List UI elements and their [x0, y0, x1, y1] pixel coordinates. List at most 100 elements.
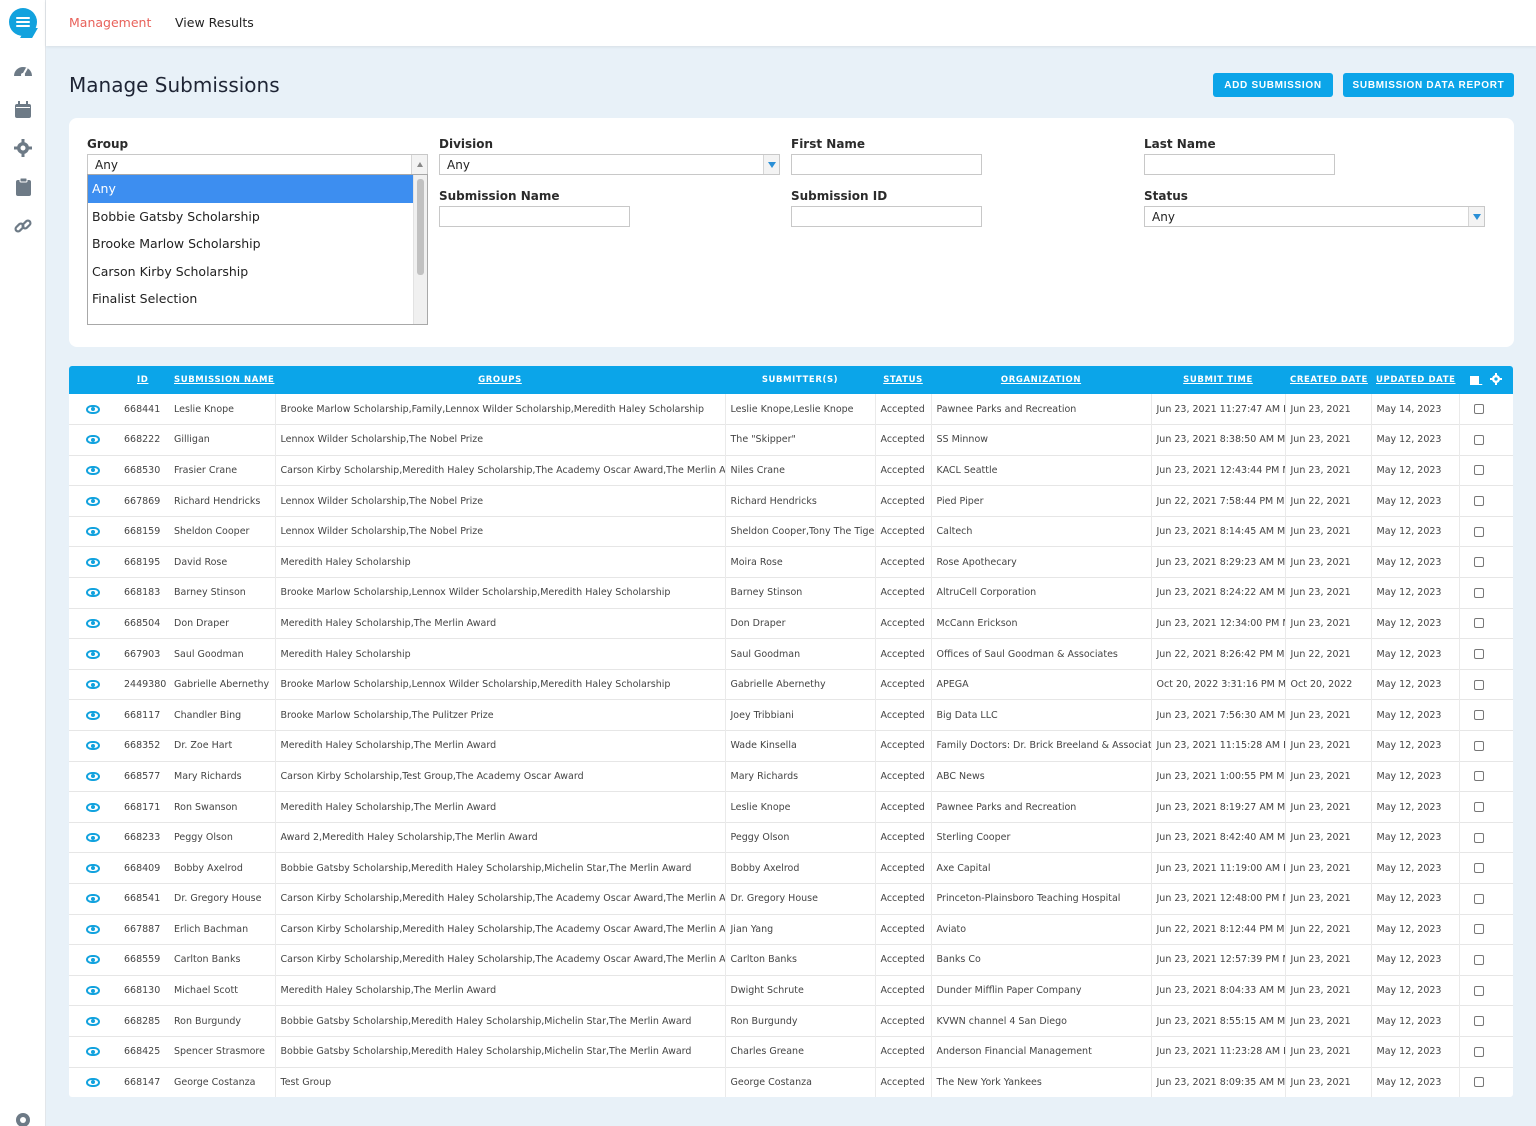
column-header-id[interactable]: ID [137, 375, 149, 385]
table-row[interactable]: 667869 Richard Hendricks Lennox Wilder Sch… [69, 485, 1513, 517]
table-row[interactable]: 2449380 Gabrielle Abernethy Brooke Marlow … [69, 669, 1513, 700]
group-dropdown-list[interactable]: Any Bobbie Gatsby Scholarship Brooke Mar… [87, 174, 428, 325]
table-row[interactable]: 668130 Michael Scott Meredith Haley Schola… [69, 975, 1513, 1006]
row-checkbox[interactable] [1473, 771, 1484, 782]
scrollbar-thumb[interactable] [417, 179, 424, 275]
status-select[interactable]: Any [1144, 206, 1485, 227]
dropdown-option[interactable]: Finalist Selection [92, 291, 198, 306]
table-row[interactable]: 668559 Carlton Banks Carson Kirby Scholars… [69, 944, 1513, 976]
last-name-field[interactable] [1144, 154, 1335, 175]
row-checkbox[interactable] [1473, 1077, 1484, 1088]
eye-icon[interactable] [86, 924, 100, 934]
column-header-status[interactable]: STATUS [883, 375, 923, 385]
dropdown-option[interactable]: Brooke Marlow Scholarship [92, 236, 261, 251]
gear-icon[interactable] [13, 138, 33, 158]
column-header-groups[interactable]: GROUPS [478, 375, 522, 385]
dropdown-option[interactable]: Carson Kirby Scholarship [92, 263, 249, 279]
table-row[interactable]: 667887 Erlich Bachman Carson Kirby Scholar… [69, 914, 1513, 945]
table-row[interactable]: 668504 Don Draper Meredith Haley Scholarsh… [69, 608, 1513, 639]
row-checkbox[interactable] [1473, 679, 1484, 690]
tab-management[interactable]: Management [69, 15, 152, 30]
table-row[interactable]: 668147 George Costanza Test Group George Co… [69, 1067, 1513, 1097]
table-row[interactable]: 668577 Mary Richards Carson Kirby Scholars… [69, 761, 1513, 792]
row-checkbox[interactable] [1473, 1016, 1484, 1027]
eye-icon[interactable] [86, 435, 100, 445]
row-checkbox[interactable] [1473, 649, 1484, 660]
help-icon[interactable] [13, 1110, 33, 1126]
column-header-submit-time[interactable]: SUBMIT TIME [1183, 375, 1253, 385]
link-icon[interactable] [13, 216, 33, 236]
group-select[interactable]: Any [87, 154, 428, 175]
table-row[interactable]: 667903 Saul Goodman Meredith Haley Scholar… [69, 638, 1513, 670]
row-checkbox[interactable] [1473, 985, 1484, 996]
table-row[interactable]: 668195 David Rose Meredith Haley Scholarsh… [69, 546, 1513, 578]
row-checkbox[interactable] [1473, 740, 1484, 751]
submission-name-field[interactable] [439, 206, 630, 227]
eye-icon[interactable] [86, 404, 100, 414]
eye-icon[interactable] [86, 833, 100, 843]
dashboard-icon[interactable] [13, 60, 33, 80]
eye-icon[interactable] [86, 649, 100, 659]
eye-icon[interactable] [86, 1047, 100, 1057]
table-row[interactable]: 668409 Bobby Axelrod Bobbie Gatsby Scholar… [69, 852, 1513, 884]
row-checkbox[interactable] [1473, 802, 1484, 813]
division-select[interactable]: Any [439, 154, 780, 175]
eye-icon[interactable] [86, 863, 100, 873]
submission-data-report-button[interactable]: SUBMISSION DATA REPORT [1343, 73, 1514, 97]
row-checkbox[interactable] [1473, 954, 1484, 965]
row-checkbox[interactable] [1473, 618, 1484, 629]
table-row[interactable]: 668352 Dr. Zoe Hart Meredith Haley Scholar… [69, 730, 1513, 762]
row-checkbox[interactable] [1473, 496, 1484, 507]
select-all-checkbox[interactable] [1469, 375, 1479, 385]
eye-icon[interactable] [86, 741, 100, 751]
table-row[interactable]: 668425 Spencer Strasmore Bobbie Gatsby Sch… [69, 1036, 1513, 1068]
row-checkbox[interactable] [1473, 924, 1484, 935]
eye-icon[interactable] [86, 465, 100, 475]
table-row[interactable]: 668222 Gilligan Lennox Wilder Scholarship,… [69, 424, 1513, 456]
column-header-created[interactable]: CREATED DATE [1290, 375, 1368, 385]
table-row[interactable]: 668285 Ron Burgundy Bobbie Gatsby Scholars… [69, 1005, 1513, 1037]
row-checkbox[interactable] [1473, 526, 1484, 537]
tab-view-results[interactable]: View Results [175, 15, 254, 30]
table-row[interactable]: 668530 Frasier Crane Carson Kirby Scholars… [69, 455, 1513, 486]
eye-icon[interactable] [86, 710, 100, 720]
eye-icon[interactable] [86, 894, 100, 904]
dropdown-option[interactable]: Bobbie Gatsby Scholarship [92, 208, 260, 224]
row-checkbox[interactable] [1473, 710, 1484, 721]
row-checkbox[interactable] [1473, 893, 1484, 904]
row-checkbox[interactable] [1473, 1046, 1484, 1057]
dropdown-scrollbar[interactable] [413, 175, 427, 324]
row-checkbox[interactable] [1473, 557, 1484, 568]
row-checkbox[interactable] [1473, 465, 1484, 476]
row-checkbox[interactable] [1473, 434, 1484, 445]
calendar-icon[interactable] [13, 99, 33, 119]
gear-icon[interactable] [1490, 372, 1503, 388]
row-checkbox[interactable] [1473, 863, 1484, 874]
eye-icon[interactable] [86, 496, 100, 506]
eye-icon[interactable] [86, 618, 100, 628]
table-row[interactable]: 668541 Dr. Gregory House Carson Kirby Scho… [69, 883, 1513, 915]
eye-icon[interactable] [86, 527, 100, 537]
first-name-field[interactable] [791, 154, 982, 175]
row-checkbox[interactable] [1473, 832, 1484, 843]
row-checkbox[interactable] [1473, 587, 1484, 598]
eye-icon[interactable] [86, 588, 100, 598]
row-checkbox[interactable] [1473, 404, 1484, 415]
table-row[interactable]: 668183 Barney Stinson Brooke Marlow Schola… [69, 577, 1513, 609]
eye-icon[interactable] [86, 955, 100, 965]
eye-icon[interactable] [86, 557, 100, 567]
column-header-updated[interactable]: UPDATED DATE [1376, 375, 1456, 385]
table-row[interactable]: 668233 Peggy Olson Award 2,Meredith Haley … [69, 822, 1513, 853]
table-row[interactable]: 668117 Chandler Bing Brooke Marlow Scholar… [69, 699, 1513, 731]
eye-icon[interactable] [86, 680, 100, 690]
dropdown-option[interactable]: Any [88, 175, 413, 203]
table-row[interactable]: 668171 Ron Swanson Meredith Haley Scholars… [69, 791, 1513, 823]
eye-icon[interactable] [86, 1077, 100, 1087]
submission-id-field[interactable] [791, 206, 982, 227]
eye-icon[interactable] [86, 771, 100, 781]
eye-icon[interactable] [86, 802, 100, 812]
add-submission-button[interactable]: ADD SUBMISSION [1213, 73, 1333, 97]
column-header-name[interactable]: SUBMISSION NAME [174, 375, 275, 385]
table-row[interactable]: 668159 Sheldon Cooper Lennox Wilder Schola… [69, 516, 1513, 547]
clipboard-icon[interactable] [13, 177, 33, 197]
